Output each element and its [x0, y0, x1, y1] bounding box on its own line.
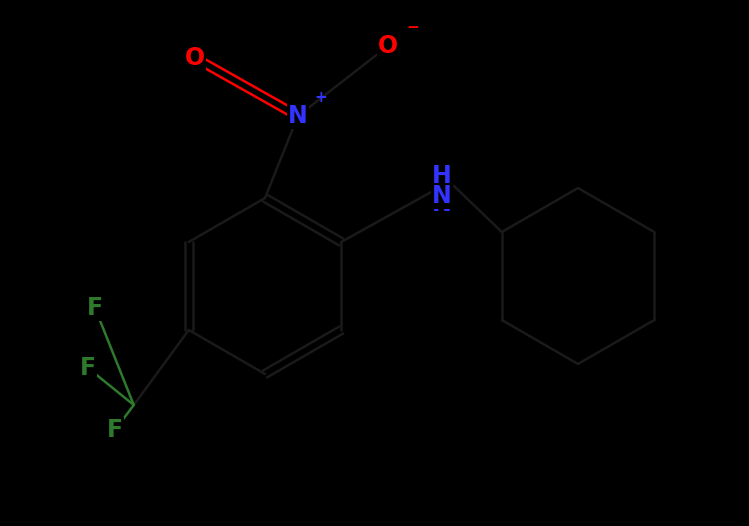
Text: H: H — [432, 174, 452, 198]
Text: O: O — [378, 34, 398, 58]
Text: N: N — [288, 104, 308, 128]
Text: N: N — [432, 184, 452, 208]
Text: −: − — [406, 20, 419, 35]
Text: F: F — [107, 418, 123, 442]
Text: O: O — [185, 46, 205, 70]
Text: +: + — [314, 90, 327, 105]
Text: H: H — [432, 164, 452, 188]
Text: N: N — [432, 192, 452, 216]
Text: F: F — [87, 296, 103, 320]
Text: F: F — [80, 356, 96, 380]
